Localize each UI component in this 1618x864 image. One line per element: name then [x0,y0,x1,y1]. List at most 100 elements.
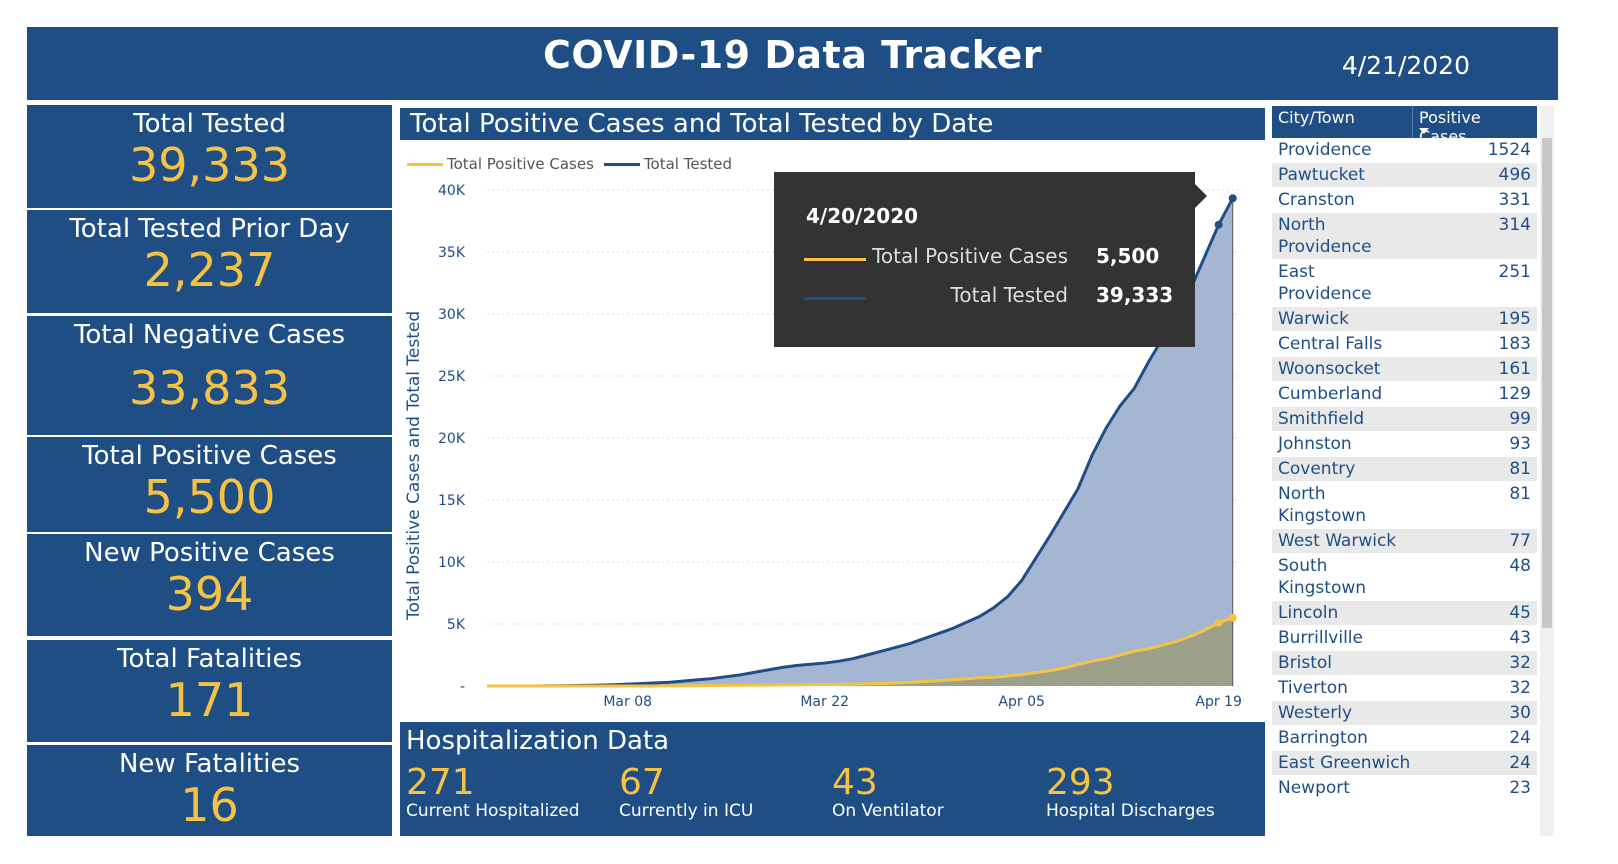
positive-count: 43 [1509,628,1531,648]
table-row[interactable]: Woonsocket 161 [1272,357,1537,382]
table-row[interactable]: Barrington 24 [1272,726,1537,751]
tile-value: 39,333 [129,138,290,192]
tile-value: 394 [165,567,254,621]
positive-count: 81 [1509,484,1531,504]
legend-positive[interactable]: Total Positive Cases [407,155,594,173]
legend-tested[interactable]: Total Tested [603,155,733,173]
city-name: North Providence [1278,215,1372,257]
table-row[interactable]: Smithfield 99 [1272,407,1537,432]
table-row[interactable]: Cranston 331 [1272,188,1537,213]
positive-count: 77 [1509,531,1531,551]
table-row[interactable]: North Kingstown 81 [1272,482,1537,529]
city-name: Bristol [1278,653,1333,673]
table-row[interactable]: Newport 23 [1272,776,1537,801]
table-row[interactable]: Coventry 81 [1272,457,1537,482]
header: COVID-19 Data Tracker 4/21/2020 [27,27,1558,100]
table-row[interactable]: East Greenwich 24 [1272,751,1537,776]
city-name: West Warwick [1278,531,1397,551]
tile-label: Total Fatalities [116,644,303,674]
column-header-city[interactable]: City/Town [1278,108,1355,127]
legend-label: Total Positive Cases [447,155,594,173]
table-row[interactable]: Lincoln 45 [1272,601,1537,626]
stat-tile: Total Tested Prior Day 2,237 [27,210,392,313]
tooltip-label: Total Positive Cases [872,244,1068,268]
table-row[interactable]: Bristol 32 [1272,651,1537,676]
tile-label: Total Positive Cases [82,441,337,471]
tile-value: 16 [180,778,239,832]
y-tick-label: 15K [438,493,466,509]
stat-tile: Total Tested 39,333 [27,105,392,208]
stat-ventilator: 43 On Ventilator [832,762,944,821]
tooltip-value: 39,333 [1096,283,1174,307]
city-name: Woonsocket [1278,359,1381,379]
scrollbar-thumb[interactable] [1542,138,1552,628]
stat-label: Current Hospitalized [406,801,580,821]
table-row[interactable]: South Kingstown 48 [1272,554,1537,601]
stat-tile: Total Fatalities 171 [27,640,392,742]
table-row[interactable]: Central Falls 183 [1272,332,1537,357]
line-positive [487,616,1234,688]
city-name: North Kingstown [1278,484,1367,526]
y-tick-label: - [460,679,465,695]
y-tick-label: 40K [438,183,466,199]
chart-tooltip: 4/20/2020 Total Positive Cases 5,500 Tota… [774,172,1207,347]
table-row[interactable]: Pawtucket 496 [1272,163,1537,188]
positive-count: 24 [1509,753,1531,773]
tile-value: 5,500 [143,470,276,524]
table-row[interactable]: Providence 1524 [1272,138,1537,163]
x-tick-label: Apr 05 [998,694,1044,710]
stat-current-hospitalized: 271 Current Hospitalized [406,762,580,821]
city-name: Smithfield [1278,409,1365,429]
tile-value: 33,833 [129,361,290,415]
city-name: Newport [1278,778,1350,798]
y-tick-label: 20K [438,431,466,447]
tooltip-row-tested: Total Tested 39,333 [804,283,1174,313]
y-tick-label: 30K [438,307,466,323]
positive-count: 1524 [1487,140,1531,160]
tile-value: 171 [165,673,254,727]
table-header: City/Town Positive Cases [1272,106,1537,146]
table-row[interactable]: North Providence 314 [1272,213,1537,260]
table-row[interactable]: Tiverton 32 [1272,676,1537,701]
table-row[interactable]: East Providence 251 [1272,260,1537,307]
city-name: Barrington [1278,728,1368,748]
positive-count: 45 [1509,603,1531,623]
table-row[interactable]: Warwick 195 [1272,307,1537,332]
table-row[interactable]: Burrillville 43 [1272,626,1537,651]
table-row[interactable]: Westerly 30 [1272,701,1537,726]
city-name: Burrillville [1278,628,1363,648]
city-name: Providence [1278,140,1372,160]
table-row[interactable]: West Warwick 77 [1272,529,1537,554]
city-name: Johnston [1278,434,1352,454]
stat-label: On Ventilator [832,801,944,821]
y-tick-label: 10K [438,555,466,571]
positive-count: 48 [1509,556,1531,576]
area-positive [487,617,1233,686]
positive-count: 32 [1509,653,1531,673]
legend-label: Total Tested [643,155,733,173]
area-tested [487,198,1233,686]
positive-count: 99 [1509,409,1531,429]
chart-legend: Total Positive Cases Total Tested [407,155,732,173]
stat-tile: New Positive Cases 394 [27,534,392,636]
positive-count: 129 [1498,384,1531,404]
table-row[interactable]: Cumberland 129 [1272,382,1537,407]
stat-discharges: 293 Hospital Discharges [1046,762,1215,821]
y-tick-label: 35K [438,245,466,261]
city-name: Cumberland [1278,384,1383,404]
city-name: Coventry [1278,459,1356,479]
stat-icu: 67 Currently in ICU [619,762,753,821]
table-row[interactable]: Johnston 93 [1272,432,1537,457]
table-scrollbar[interactable] [1540,106,1554,836]
x-tick-label: Apr 19 [1195,694,1241,710]
stat-value: 43 [832,762,878,803]
city-name: Lincoln [1278,603,1339,623]
tooltip-row-positive: Total Positive Cases 5,500 [804,244,1174,274]
tile-label: New Positive Cases [84,538,335,568]
stat-label: Hospital Discharges [1046,801,1215,821]
column-header-positive-cases[interactable]: Positive Cases [1412,106,1537,146]
tile-label: Total Tested Prior Day [69,214,350,244]
positive-count: 251 [1498,262,1531,282]
x-tick-label: Mar 22 [800,694,849,710]
area-chart[interactable]: - 5K 10K 15K 20K 25K 30K 35K 40K Mar 08 Mar 22 Apr … [400,140,1265,720]
